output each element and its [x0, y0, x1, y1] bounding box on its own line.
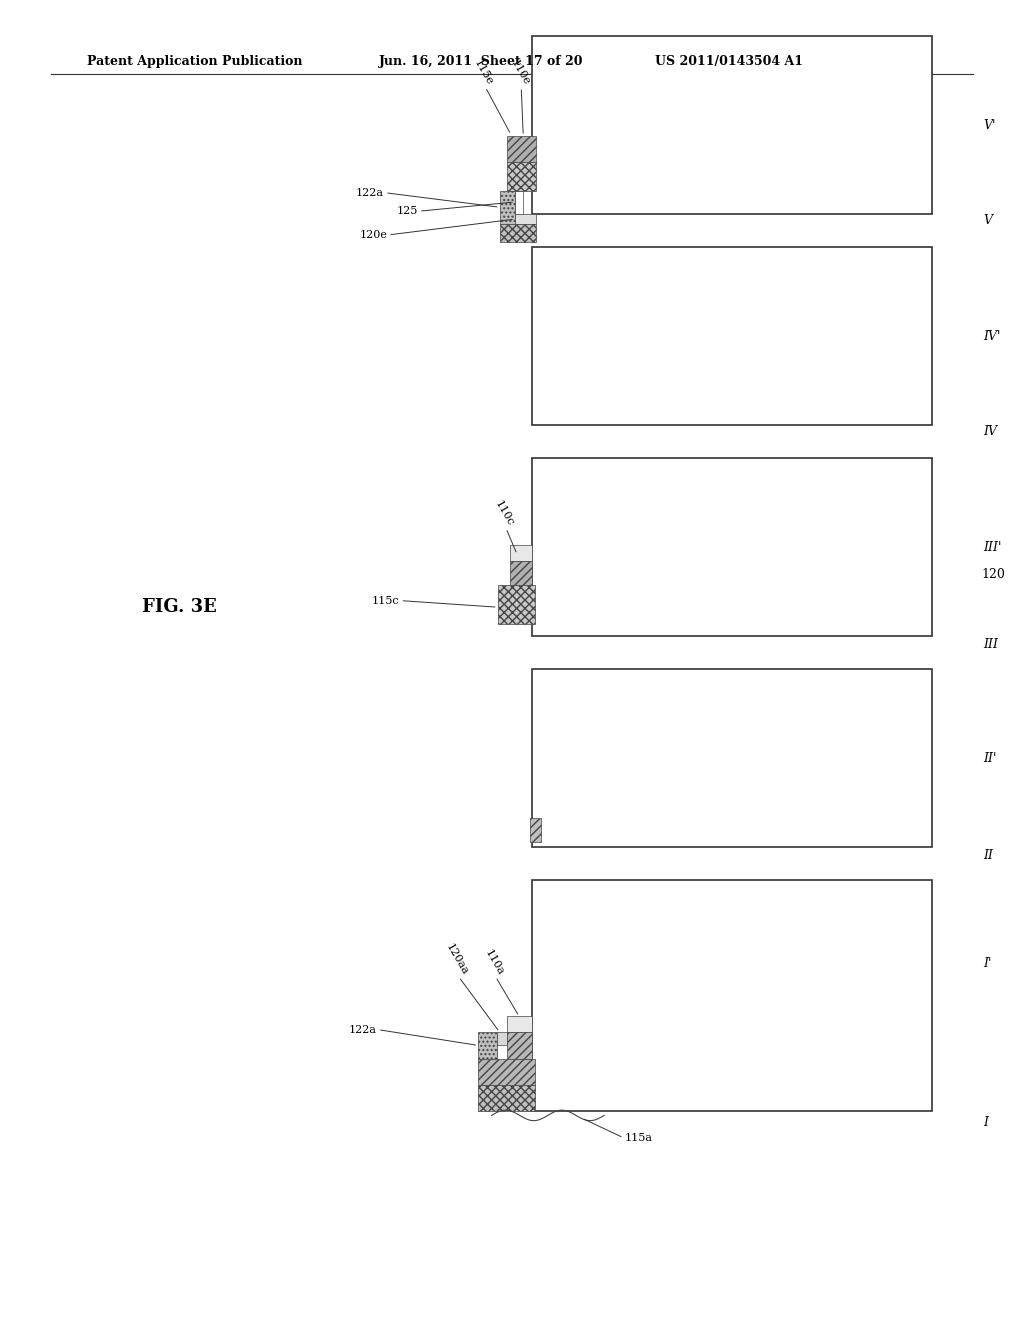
Text: 120aa: 120aa — [443, 941, 470, 977]
Bar — [500, 191, 515, 224]
Text: IV': IV' — [983, 330, 1000, 343]
Bar — [507, 1032, 532, 1059]
Bar — [515, 214, 536, 224]
Bar — [507, 1016, 532, 1032]
Text: 110e: 110e — [509, 58, 531, 87]
Bar — [507, 136, 536, 162]
Text: 115e: 115e — [472, 58, 495, 87]
Text: III: III — [983, 638, 998, 651]
Text: 122a: 122a — [349, 1024, 377, 1035]
Bar — [478, 1059, 535, 1085]
Text: I': I' — [983, 957, 991, 970]
Bar — [478, 1032, 497, 1059]
Bar — [507, 162, 536, 191]
Text: Patent Application Publication: Patent Application Publication — [87, 55, 302, 69]
Text: 110c: 110c — [493, 499, 515, 528]
Bar — [530, 818, 541, 842]
Bar — [532, 247, 932, 425]
Bar — [532, 36, 932, 214]
Text: 115c: 115c — [372, 595, 399, 606]
Bar — [532, 669, 932, 847]
Bar — [498, 585, 535, 624]
Text: V: V — [983, 214, 992, 227]
Text: Jun. 16, 2011  Sheet 17 of 20: Jun. 16, 2011 Sheet 17 of 20 — [379, 55, 584, 69]
Text: II': II' — [983, 752, 996, 766]
Text: IV: IV — [983, 425, 997, 438]
Text: 110a: 110a — [483, 948, 506, 977]
Text: 120e: 120e — [359, 230, 387, 240]
Bar — [532, 458, 932, 636]
Text: 115a: 115a — [625, 1133, 652, 1143]
Bar — [497, 1032, 507, 1045]
Text: II: II — [983, 849, 993, 862]
Bar — [515, 191, 523, 214]
Bar — [500, 224, 536, 242]
Bar — [510, 561, 532, 585]
Text: US 2011/0143504 A1: US 2011/0143504 A1 — [655, 55, 804, 69]
Text: 120: 120 — [981, 568, 1005, 581]
Text: III': III' — [983, 541, 1001, 554]
Bar — [478, 1085, 535, 1111]
Text: V': V' — [983, 119, 995, 132]
Text: I: I — [983, 1115, 988, 1129]
Bar — [510, 545, 532, 561]
Bar — [532, 880, 932, 1111]
Text: 122a: 122a — [356, 187, 384, 198]
Text: FIG. 3E: FIG. 3E — [142, 598, 216, 616]
Text: 125: 125 — [396, 206, 418, 216]
